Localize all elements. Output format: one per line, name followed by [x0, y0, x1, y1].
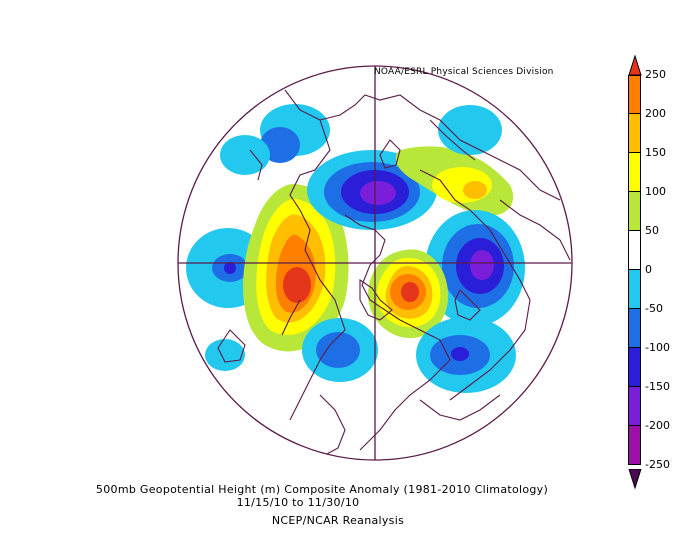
colorbar-tick-label: 250 [645, 68, 666, 81]
colorbar-segment [628, 387, 641, 426]
colorbar: 250 200 150 100 50 0 -50 -100 -150 -200 -250 [628, 55, 684, 490]
coastlines [217, 89, 571, 456]
caption-dates: 11/15/10 to 11/30/10 [236, 496, 360, 509]
colorbar-top-arrow [628, 55, 642, 76]
positive-anomaly-west [243, 184, 349, 352]
colorbar-tick-label: -250 [645, 458, 670, 471]
colorbar-segment [628, 114, 641, 153]
colorbar-tick-label: -100 [645, 341, 670, 354]
colorbar-segment [628, 270, 641, 309]
colorbar-segment [628, 192, 641, 231]
negative-anomaly-pacific-north [220, 104, 330, 175]
colorbar-tick-label: -50 [645, 302, 663, 315]
colorbar-segment [628, 426, 641, 465]
colorbar-segments [628, 75, 641, 465]
colorbar-tick-label: 150 [645, 146, 666, 159]
colorbar-tick-label: 50 [645, 224, 659, 237]
colorbar-bottom-arrow [628, 469, 642, 490]
colorbar-tick-label: 100 [645, 185, 666, 198]
map-boundary [177, 65, 573, 461]
positive-anomaly-central [368, 249, 449, 339]
negative-anomaly-arctic [307, 150, 437, 230]
colorbar-tick-label: 0 [645, 263, 652, 276]
anomaly-contours [186, 104, 525, 393]
credit-label: NOAA/ESRL Physical Sciences Division [374, 67, 554, 77]
caption-title: 500mb Geopotential Height (m) Composite … [95, 483, 549, 496]
negative-anomaly-east [425, 210, 525, 326]
colorbar-tick-label: 200 [645, 107, 666, 120]
colorbar-segment [628, 231, 641, 270]
negative-anomaly-south [302, 317, 516, 393]
colorbar-segment [628, 75, 641, 114]
negative-anomaly-northeast [438, 105, 502, 155]
colorbar-segment [628, 348, 641, 387]
colorbar-tick-label: -150 [645, 380, 670, 393]
colorbar-segment [628, 153, 641, 192]
positive-anomaly-siberia [395, 146, 514, 216]
caption-source: NCEP/NCAR Reanalysis [271, 514, 405, 527]
colorbar-segment [628, 309, 641, 348]
colorbar-tick-label: -200 [645, 419, 670, 432]
